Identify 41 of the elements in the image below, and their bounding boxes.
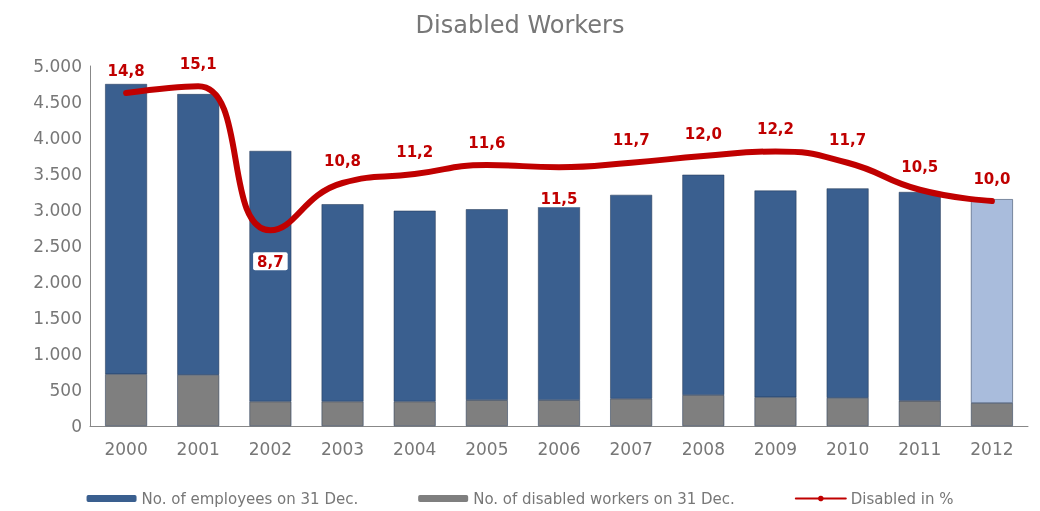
y-tick-label: 500 [49, 380, 82, 400]
y-tick-label: 2.000 [33, 272, 82, 292]
legend-label: No. of employees on 31 Dec. [141, 489, 359, 508]
legend-label: Disabled in % [850, 489, 954, 508]
x-tick-label: 2008 [681, 438, 725, 459]
data-label: 15,1 [179, 54, 217, 73]
y-tick-label: 2.500 [33, 236, 82, 256]
x-tick-label: 2006 [537, 438, 581, 459]
y-tick-label: 4.000 [33, 128, 82, 148]
x-tick-label: 2003 [320, 438, 365, 459]
data-label: 8,7 [257, 252, 284, 271]
x-tick-label: 2011 [898, 438, 942, 459]
data-label: 10,8 [324, 151, 362, 170]
data-label: 10,5 [901, 158, 939, 177]
x-tick-label: 2001 [176, 438, 220, 459]
x-tick-label: 2012 [970, 438, 1014, 459]
data-label: 11,5 [540, 189, 578, 208]
x-tick-label: 2009 [753, 438, 798, 459]
x-tick-label: 2010 [825, 438, 870, 459]
y-tick-label: 4.500 [33, 92, 82, 112]
x-tick-label: 2002 [248, 438, 293, 459]
chart-title: Disabled Workers [415, 11, 625, 39]
x-tick-label: 2007 [609, 438, 653, 459]
x-tick-label: 2004 [393, 438, 437, 459]
data-label: 14,8 [107, 61, 145, 80]
data-label: 11,7 [612, 131, 650, 150]
x-tick-label: 2000 [104, 438, 148, 459]
y-tick-label: 3.500 [33, 164, 82, 184]
x-tick-label: 2005 [465, 438, 509, 459]
data-label: 11,7 [829, 131, 867, 150]
y-tick-label: 1.000 [33, 344, 82, 364]
y-tick-label: 1.500 [33, 308, 82, 328]
data-label: 12,2 [756, 120, 794, 138]
legend-label: No. of disabled workers on 31 Dec. [473, 489, 735, 508]
data-label: 11,6 [468, 133, 506, 152]
y-tick-label: 5.000 [33, 56, 82, 76]
y-tick-label: 0 [71, 416, 82, 436]
data-label: 12,0 [684, 124, 722, 143]
data-label: 10,0 [973, 169, 1011, 188]
data-label: 11,2 [396, 142, 434, 161]
y-tick-label: 3.000 [33, 200, 82, 220]
